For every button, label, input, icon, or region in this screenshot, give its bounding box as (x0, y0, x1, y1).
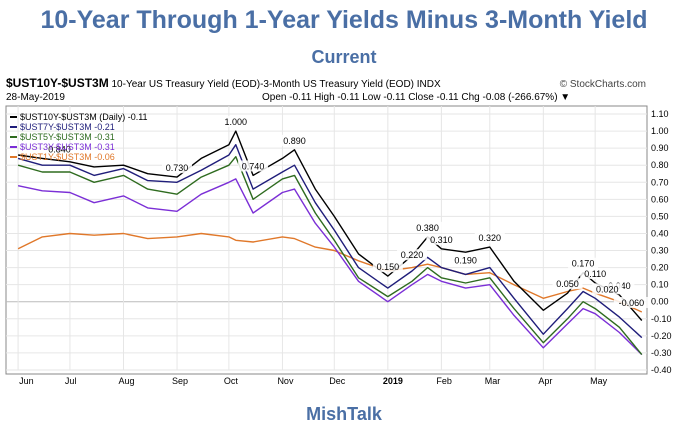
data-label-bg (372, 261, 403, 273)
x-tick-label: May (590, 376, 608, 386)
annotations: 1.000 0.890 0.840 0.730 0.740 0.380 0.310 0.320… (44, 116, 650, 308)
data-label: 0.170 (572, 259, 595, 269)
data-label: 0.380 (416, 223, 439, 233)
legend: $UST10Y-$UST3M (Daily) -0.11$UST7Y-$UST3… (10, 112, 148, 162)
legend-entry: $UST3Y-$UST3M -0.31 (20, 142, 115, 152)
y-axis: 1.10 1.00 0.90 0.80 0.70 0.60 0.50 0.40 0.30 0.20… (651, 109, 672, 375)
x-tick-label: Mar (485, 376, 501, 386)
legend-entry: $UST5Y-$UST3M -0.31 (20, 132, 115, 142)
data-label: 0.020 (596, 284, 619, 294)
legend-entry: $UST7Y-$UST3M -0.21 (20, 122, 115, 132)
data-label-bg (44, 143, 75, 155)
x-tick-label: Dec (329, 376, 346, 386)
y-tick-label: -0.30 (651, 348, 672, 358)
y-tick-label: 0.40 (651, 228, 669, 238)
data-label-bg (426, 233, 457, 245)
data-label: 0.740 (242, 161, 265, 171)
y-tick-label: 0.20 (651, 263, 669, 273)
symbol-description: 10-Year US Treasury Yield (EOD)-3-Month … (111, 79, 441, 90)
legend-entry: $UST1Y-$UST3M -0.06 (20, 152, 115, 162)
data-label-bg (568, 257, 599, 269)
y-tick-label: -0.40 (651, 365, 672, 375)
y-tick-label: -0.20 (651, 331, 672, 341)
data-label-bg (613, 296, 650, 308)
data-label-bg (162, 162, 193, 174)
ohlc-readout: Open -0.11 High -0.11 Low -0.11 Close -0… (262, 92, 571, 103)
x-tick-label: Nov (277, 376, 294, 386)
series-line (17, 156, 643, 356)
series-lines (17, 130, 643, 356)
data-label: 0.190 (454, 255, 477, 265)
data-label-bg (552, 278, 583, 290)
x-tick-label: Aug (118, 376, 134, 386)
series-line (17, 232, 643, 313)
symbol-line: $UST10Y-$UST3M 10-Year US Treasury Yield… (6, 76, 441, 90)
watermark: © StockCharts.com (559, 79, 646, 90)
series-line (17, 178, 643, 356)
x-tick-label: 2019 (383, 376, 403, 386)
series-line (18, 130, 643, 321)
data-label-bg (238, 160, 269, 172)
data-label-bg (279, 134, 310, 146)
data-label: 0.220 (401, 250, 424, 260)
x-tick-label: Jul (65, 376, 77, 386)
legend-entry: $UST10Y-$UST3M (Daily) -0.11 (20, 112, 148, 122)
page-title: 10-Year Through 1-Year Yields Minus 3-Mo… (40, 6, 648, 34)
page-subtitle: Current (311, 47, 377, 67)
symbol-label: $UST10Y-$UST3M (6, 76, 109, 90)
y-tick-label: -0.10 (651, 314, 672, 324)
y-tick-label: 0.10 (651, 280, 669, 290)
data-label: -0.060 (619, 298, 645, 308)
data-label: 0.050 (556, 279, 579, 289)
y-tick-label: 0.90 (651, 143, 669, 153)
footer-brand: MishTalk (306, 404, 382, 424)
data-label-bg (450, 254, 481, 266)
y-tick-label: 0.00 (651, 297, 669, 307)
y-tick-label: 1.10 (651, 109, 669, 119)
data-label-bg (592, 283, 623, 295)
x-tick-label: Apr (538, 376, 552, 386)
x-tick-label: Oct (224, 376, 239, 386)
chart-date: 28-May-2019 (6, 92, 65, 103)
data-label: 0.150 (377, 262, 400, 272)
y-tick-label: 0.70 (651, 177, 669, 187)
y-tick-label: 0.60 (651, 194, 669, 204)
data-label-bg (412, 221, 443, 233)
y-tick-label: 0.50 (651, 211, 669, 221)
data-label: 0.730 (166, 163, 189, 173)
yield-spread-chart: 1.000 0.890 0.840 0.730 0.740 0.380 0.310 0.320… (5, 105, 672, 386)
data-label: 0.840 (48, 144, 71, 154)
y-tick-label: 0.80 (651, 160, 669, 170)
data-label-bg (397, 249, 428, 261)
data-label-bg (220, 116, 251, 128)
data-label: 0.310 (430, 235, 453, 245)
data-label: 0.320 (479, 233, 502, 243)
data-label: 0.110 (584, 269, 606, 279)
data-label-bg (580, 267, 611, 279)
data-label: 0.890 (283, 136, 306, 146)
grid (6, 106, 647, 371)
y-tick-label: 0.30 (651, 246, 669, 256)
x-axis: Jun Jul Aug Sep Oct Nov Dec 2019 Feb Mar Apr May (19, 376, 608, 386)
x-tick-label: Sep (172, 376, 188, 386)
x-tick-label: Feb (436, 376, 452, 386)
x-tick-label: Jun (19, 376, 34, 386)
data-label: 1.000 (225, 117, 248, 127)
series-line (17, 144, 643, 339)
data-label-bg (474, 232, 505, 244)
y-tick-label: 1.00 (651, 126, 669, 136)
